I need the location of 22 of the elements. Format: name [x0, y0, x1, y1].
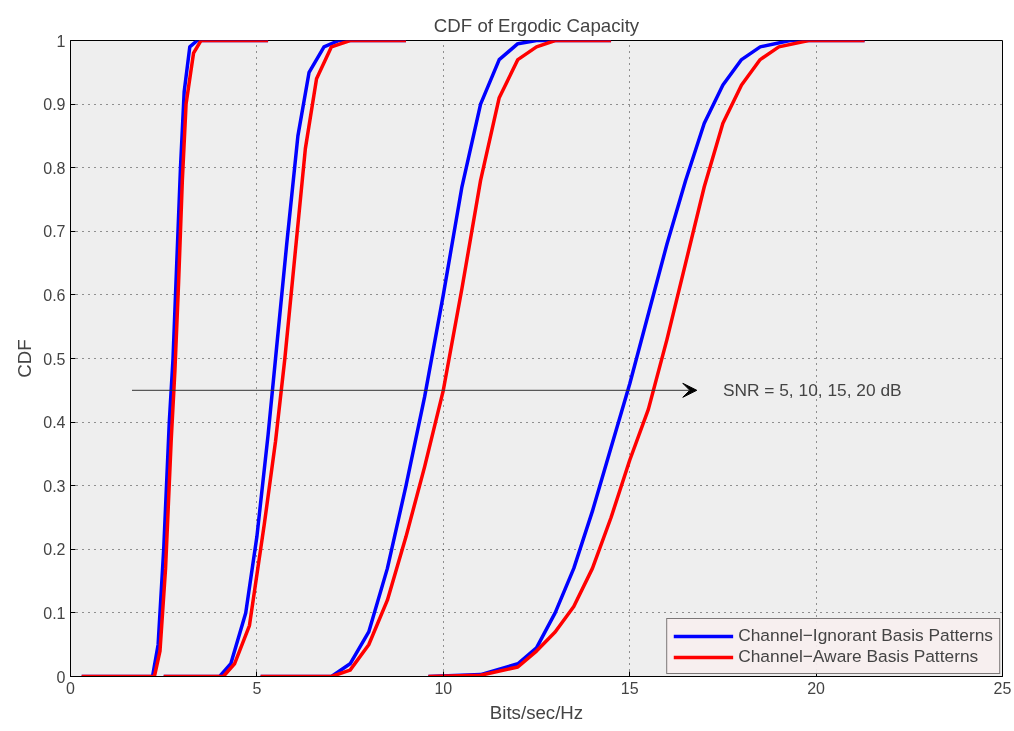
x-tick-label: 10: [434, 679, 453, 697]
y-tick-label: 0: [56, 668, 66, 686]
y-tick-label: 0.7: [43, 223, 66, 241]
legend-label: Channel−Aware Basis Patterns: [738, 646, 979, 667]
chart-title: CDF of Ergodic Capacity: [433, 14, 640, 36]
x-tick-label: 15: [620, 679, 639, 697]
x-axis-title: Bits/sec/Hz: [489, 701, 584, 723]
x-tick-label: 20: [807, 679, 826, 697]
y-tick-label: 0.3: [43, 477, 66, 495]
x-tick-label: 5: [252, 679, 262, 697]
y-tick-label: 0.2: [43, 541, 66, 559]
annotation: SNR = 5, 10, 15, 20 dB: [722, 380, 902, 401]
legend-label: Channel−Ignorant Basis Patterns: [738, 625, 993, 646]
y-axis-title: CDF: [14, 339, 36, 378]
y-tick-label: 0.4: [43, 414, 66, 432]
x-tick-label: 25: [993, 679, 1012, 697]
y-tick-label: 0.5: [43, 350, 66, 368]
y-tick-label: 0.1: [43, 604, 66, 622]
y-tick-label: 1: [56, 32, 66, 50]
y-tick-label: 0.9: [43, 96, 66, 114]
y-tick-label: 0.6: [43, 286, 66, 304]
y-tick-label: 0.8: [43, 159, 66, 177]
